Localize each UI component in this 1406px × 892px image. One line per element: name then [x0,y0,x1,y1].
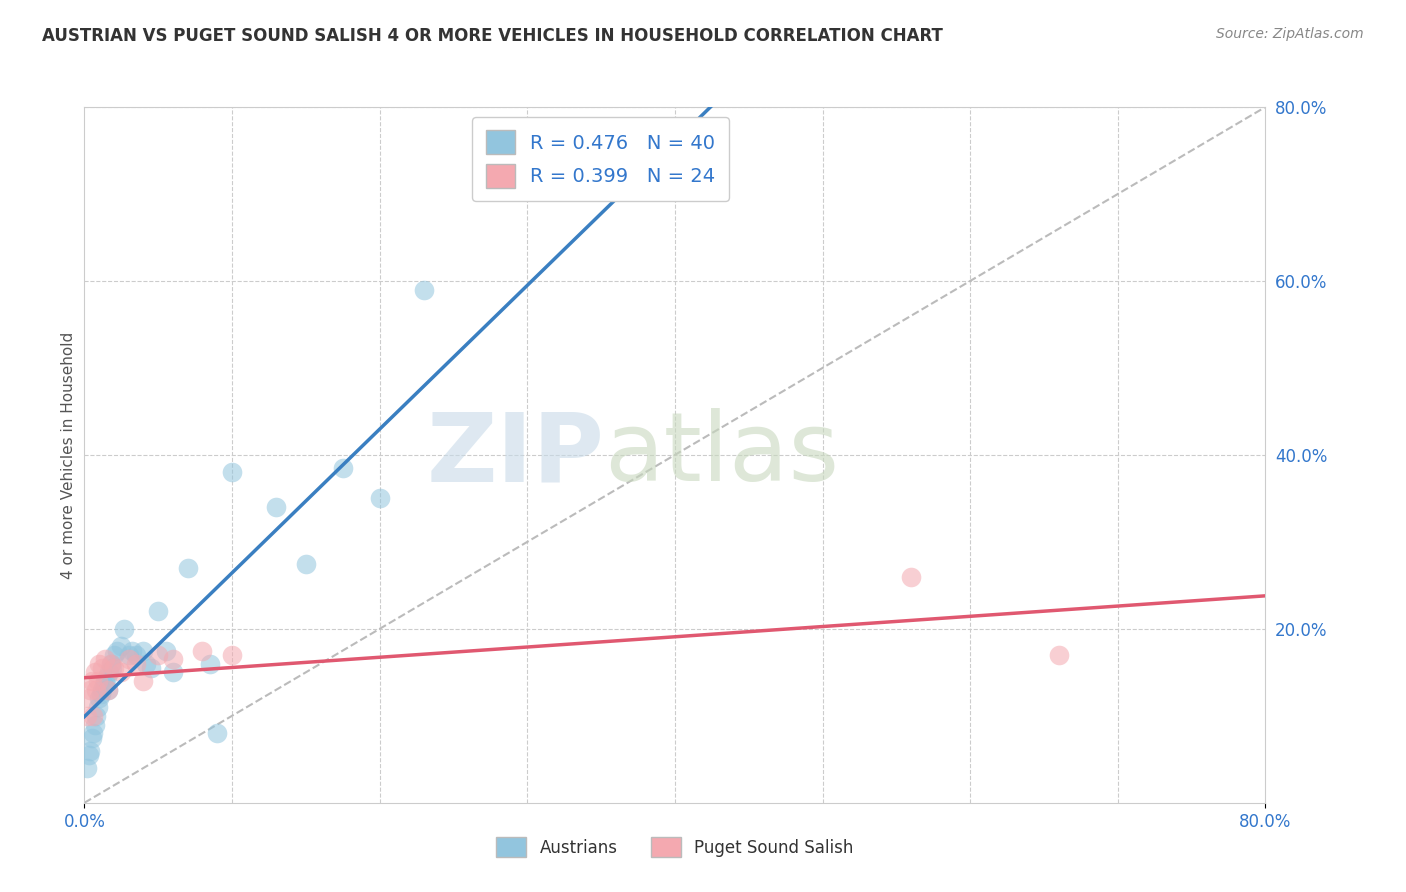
Point [98,665,121,680]
Point [198,657,221,671]
Point [1047,648,1070,662]
Point [82,708,104,723]
Text: atlas: atlas [605,409,839,501]
Point [83,665,105,680]
Point [91,682,114,697]
Point [100,657,122,671]
Legend: Austrians, Puget Sound Salish: Austrians, Puget Sound Salish [489,830,860,864]
Point [91,661,114,675]
Point [205,726,228,740]
Point [82,726,104,740]
Point [125,657,148,671]
Point [118,648,141,662]
Point [264,500,288,514]
Point [105,643,128,657]
Point [84,708,107,723]
Point [96,670,118,684]
Point [110,665,132,680]
Point [132,643,155,657]
Point [100,657,122,671]
Text: ZIP: ZIP [426,409,605,501]
Point [89,657,111,671]
Point [162,665,184,680]
Point [94,652,117,666]
Point [86,700,108,714]
Point [368,491,391,506]
Point [103,648,125,662]
Point [79,682,101,697]
Point [80,731,103,745]
Point [177,561,200,575]
Point [110,639,132,653]
Point [125,648,148,662]
Point [162,652,184,666]
Point [76,761,98,775]
Point [112,622,135,636]
Point [118,652,141,666]
Point [103,661,125,675]
Point [148,605,170,619]
Point [80,674,103,689]
Point [139,661,162,675]
Point [332,461,354,475]
Point [135,657,157,671]
Point [77,747,100,762]
Point [900,570,922,584]
Point [295,557,318,571]
Point [132,674,155,689]
Point [83,717,105,731]
Point [97,682,120,697]
Point [221,466,243,480]
Point [148,648,170,662]
Point [121,643,143,657]
Point [90,687,112,701]
Point [77,691,100,706]
Point [221,648,243,662]
Point [89,691,111,706]
Point [84,682,107,697]
Point [413,283,436,297]
Y-axis label: 4 or more Vehicles in Household: 4 or more Vehicles in Household [60,331,76,579]
Point [97,682,120,697]
Text: Source: ZipAtlas.com: Source: ZipAtlas.com [1216,27,1364,41]
Point [94,674,117,689]
Point [93,678,115,692]
Text: AUSTRIAN VS PUGET SOUND SALISH 4 OR MORE VEHICLES IN HOUSEHOLD CORRELATION CHART: AUSTRIAN VS PUGET SOUND SALISH 4 OR MORE… [42,27,943,45]
Point [155,643,177,657]
Point [101,661,124,675]
Point [79,744,101,758]
Point [76,708,98,723]
Point [191,643,214,657]
Point [86,674,108,689]
